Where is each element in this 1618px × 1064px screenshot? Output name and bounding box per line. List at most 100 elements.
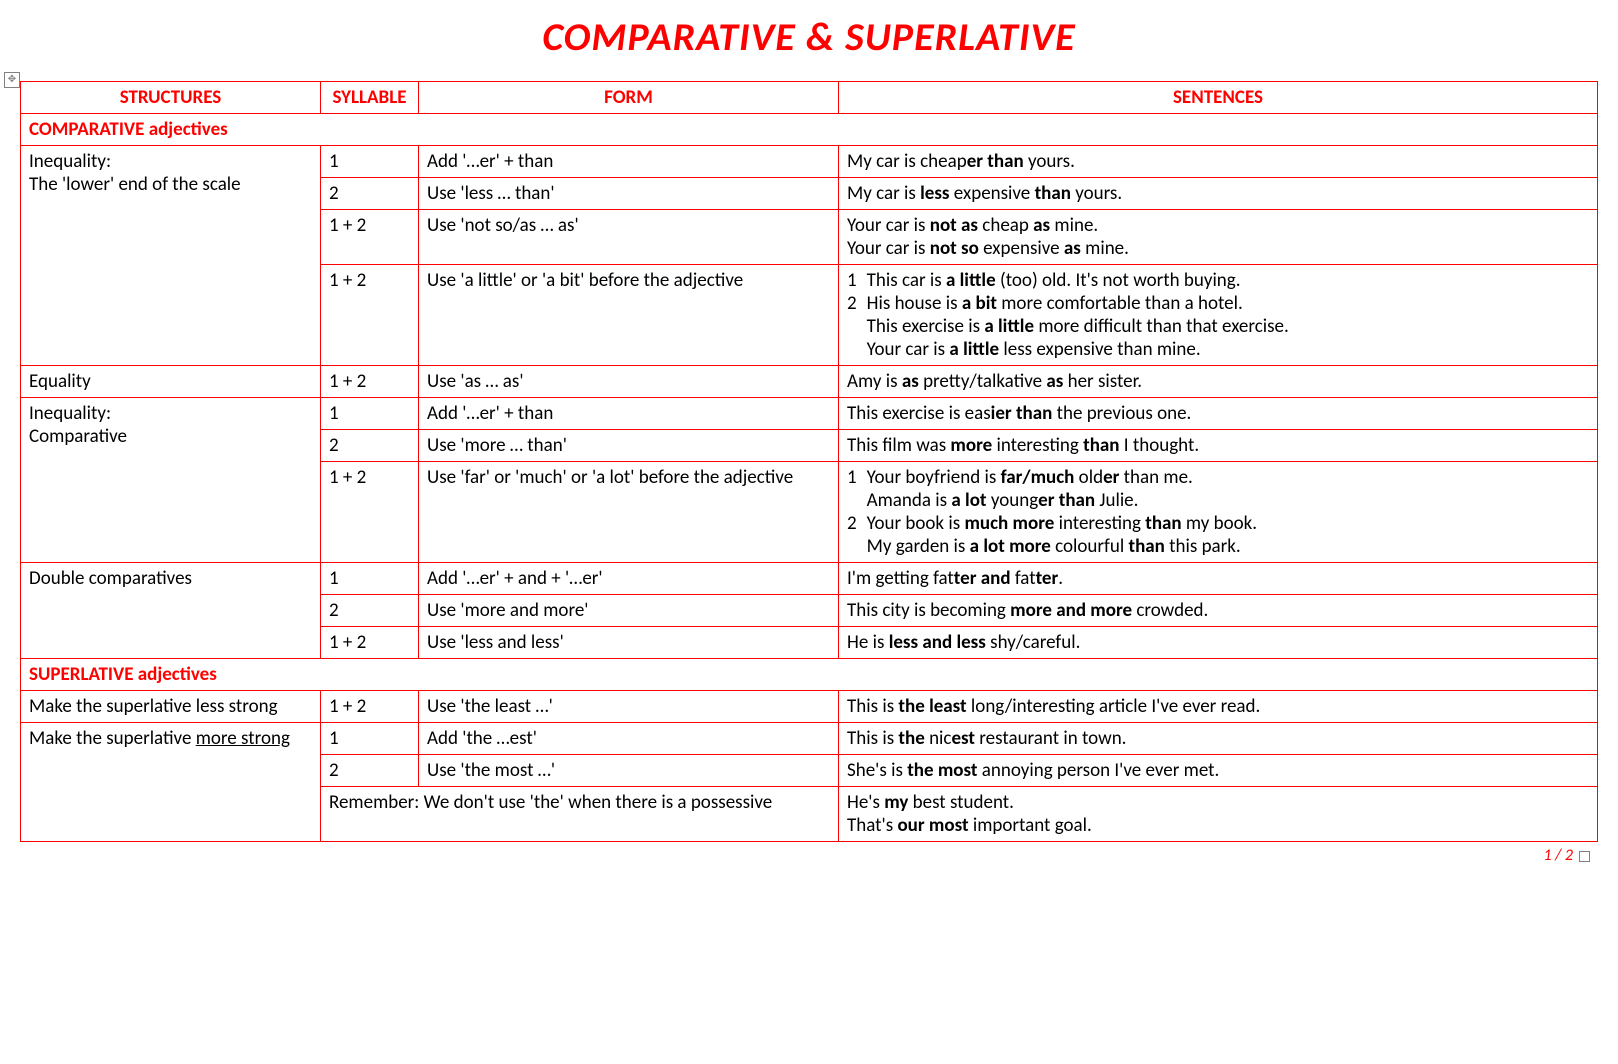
section-superlative: SUPERLATIVE adjectives xyxy=(21,659,1598,691)
txt: Make the superlative xyxy=(29,727,196,750)
t: Your car is xyxy=(847,214,930,237)
cell-structure: Make the superlative more strong xyxy=(21,723,321,842)
num: 1 xyxy=(847,466,867,489)
num: 2 xyxy=(847,292,867,315)
page-title: COMPARATIVE & SUPERLATIVE xyxy=(20,12,1598,61)
cell-form: Use 'not so/as … as' xyxy=(419,210,839,265)
row-ineq-comp-1: Inequality: Comparative 1 Add '…er' + th… xyxy=(21,398,1598,430)
t: yours. xyxy=(1071,182,1122,205)
page-indicator: 1 / 2 xyxy=(20,842,1598,865)
t: This is xyxy=(847,727,898,750)
t: Julie. xyxy=(1095,489,1138,512)
b: far/much xyxy=(1001,466,1075,489)
b: my xyxy=(884,791,908,814)
cell-structure: Equality xyxy=(21,366,321,398)
cell-syl: 2 xyxy=(321,430,419,462)
header-row: STRUCTURES SYLLABLE FORM SENTENCES xyxy=(21,82,1598,114)
b: less and less xyxy=(889,631,986,654)
b: est xyxy=(951,727,975,750)
body: Your boyfriend is far/much older than me… xyxy=(867,466,1257,489)
t: This film was xyxy=(847,434,950,457)
txt: The 'lower' end of the scale xyxy=(29,173,241,196)
cell-syl: 1 xyxy=(321,563,419,595)
body: This car is a little (too) old. It's not… xyxy=(867,269,1289,292)
cell-sentence: This is the least long/interesting artic… xyxy=(839,691,1598,723)
t: This city is becoming xyxy=(847,599,1010,622)
resize-handle-icon[interactable] xyxy=(1579,851,1590,862)
t: important goal. xyxy=(969,814,1092,837)
b: a little xyxy=(949,338,999,361)
b: the least xyxy=(898,695,966,718)
cell-form: Use 'more … than' xyxy=(419,430,839,462)
b: than xyxy=(1145,512,1181,535)
b: more xyxy=(950,434,992,457)
b: a lot xyxy=(951,489,986,512)
cell-sentence: This is the nicest restaurant in town. xyxy=(839,723,1598,755)
row-sup-more-1: Make the superlative more strong 1 Add '… xyxy=(21,723,1598,755)
cell-syl: 1 + 2 xyxy=(321,366,419,398)
b: more and more xyxy=(1010,599,1132,622)
cell-sentence: My car is less expensive than yours. xyxy=(839,178,1598,210)
cell-structure: Inequality: Comparative xyxy=(21,398,321,563)
num: 2 xyxy=(847,512,867,535)
cell-sentence: Your car is not as cheap as mine. Your c… xyxy=(839,210,1598,265)
b: as xyxy=(1033,214,1050,237)
b: than xyxy=(1128,535,1164,558)
cell-syl: 2 xyxy=(321,755,419,787)
cell-form: Use 'the least …' xyxy=(419,691,839,723)
b: as xyxy=(1064,237,1081,260)
t: She's is xyxy=(847,759,907,782)
cell-form: Add '…er' + than xyxy=(419,146,839,178)
cell-sentence: This film was more interesting than I th… xyxy=(839,430,1598,462)
t: This exercise is xyxy=(867,315,985,338)
t: the previous one. xyxy=(1052,402,1191,425)
t: best student. xyxy=(908,791,1014,814)
row-sup-less: Make the superlative less strong 1 + 2 U… xyxy=(21,691,1598,723)
body: Amanda is a lot younger than Julie. xyxy=(867,489,1257,512)
txt: Comparative xyxy=(29,425,127,448)
t: Amanda is xyxy=(867,489,952,512)
cell-form: Add '…er' + than xyxy=(419,398,839,430)
cell-structure: Inequality: The 'lower' end of the scale xyxy=(21,146,321,366)
cell-sentence: This exercise is easier than the previou… xyxy=(839,398,1598,430)
b: er than xyxy=(1038,489,1095,512)
cell-sentence: 1This car is a little (too) old. It's no… xyxy=(839,265,1598,366)
b: than xyxy=(1083,434,1119,457)
cell-sentence: My car is cheaper than yours. xyxy=(839,146,1598,178)
t: fat xyxy=(1011,567,1036,590)
t: less expensive than mine. xyxy=(999,338,1201,361)
cell-structure: Double comparatives xyxy=(21,563,321,659)
cell-form: Use 'as … as' xyxy=(419,366,839,398)
t: (too) old. It's not worth buying. xyxy=(996,269,1241,292)
page-number: 1 / 2 xyxy=(1543,846,1573,865)
col-syllable: SYLLABLE xyxy=(321,82,419,114)
cell-syl: 2 xyxy=(321,595,419,627)
t: my book. xyxy=(1182,512,1257,535)
cell-syl: 1 + 2 xyxy=(321,462,419,563)
b: a little xyxy=(984,315,1034,338)
t: This car is xyxy=(867,269,946,292)
t: pretty/talkative xyxy=(919,370,1047,393)
t: expensive xyxy=(950,182,1035,205)
col-sentences: SENTENCES xyxy=(839,82,1598,114)
body: Your car is a little less expensive than… xyxy=(867,338,1289,361)
row-double-1: Double comparatives 1 Add '…er' + and + … xyxy=(21,563,1598,595)
cell-structure: Make the superlative less strong xyxy=(21,691,321,723)
col-structures: STRUCTURES xyxy=(21,82,321,114)
t: shy/careful. xyxy=(986,631,1081,654)
b: the most xyxy=(907,759,977,782)
cell-syl: 1 + 2 xyxy=(321,627,419,659)
cell-sentence: This city is becoming more and more crow… xyxy=(839,595,1598,627)
t: more comfortable than a hotel. xyxy=(997,292,1243,315)
b: a bit xyxy=(962,292,997,315)
cell-syl: 2 xyxy=(321,178,419,210)
cell-sentence: He's my best student. That's our most im… xyxy=(839,787,1598,842)
b: as xyxy=(1046,370,1063,393)
txt-underlined: more strong xyxy=(196,727,290,750)
t: I'm getting fat xyxy=(847,567,954,590)
t: Your boyfriend is xyxy=(867,466,1001,489)
cell-syl: 1 + 2 xyxy=(321,265,419,366)
b: our most xyxy=(897,814,968,837)
cell-sentence: 1Your boyfriend is far/much older than m… xyxy=(839,462,1598,563)
table-move-handle[interactable]: ✥ xyxy=(4,72,20,88)
